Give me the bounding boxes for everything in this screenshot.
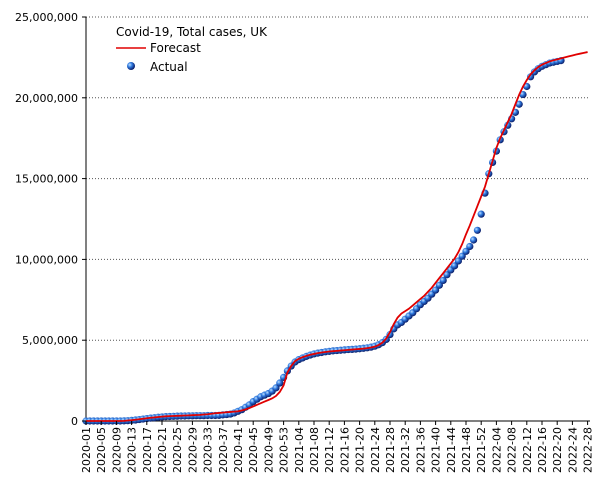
x-tick-label: 2020-53 [278,427,291,473]
legend-marker [127,62,135,70]
data-point [272,384,280,392]
data-point [515,100,523,108]
x-tick-label: 2021-32 [399,427,412,473]
x-tick-label: 2021-20 [354,427,367,473]
x-tick-label: 2021-04 [293,427,306,473]
legend-label: Actual [150,60,188,74]
legend-label: Forecast [150,41,201,55]
x-tick-label: 2021-52 [475,427,488,473]
x-tick-label: 2021-12 [323,427,336,473]
x-tick-label: 2021-28 [384,427,397,473]
data-point [432,286,440,294]
x-tick-label: 2022-16 [536,427,549,473]
x-tick-label: 2022-12 [521,427,534,473]
x-tick-label: 2020-09 [110,427,123,473]
data-point [443,271,451,279]
x-tick-label: 2020-45 [247,427,260,473]
x-tick-label: 2020-37 [217,427,230,473]
x-tick-label: 2020-13 [126,427,139,473]
data-point [435,281,443,289]
data-point [454,257,462,265]
data-point [470,236,478,244]
chart-title: Covid-19, Total cases, UK [116,25,268,39]
data-point [458,252,466,260]
data-point [466,242,474,251]
x-tick-label: 2022-08 [506,427,519,473]
x-tick-label: 2020-21 [156,427,169,473]
x-tick-label: 2021-40 [430,427,443,473]
x-tick-label: 2021-08 [308,427,321,473]
x-tick-label: 2020-33 [202,427,215,473]
x-tick-label: 2022-24 [566,427,579,473]
x-tick-label: 2020-41 [232,427,245,473]
data-point [477,210,485,218]
data-point [276,379,284,387]
y-tick-label: 20,000,000 [15,92,78,105]
x-tick-label: 2021-36 [414,427,427,473]
x-tick-label: 2022-20 [551,427,564,473]
y-tick-label: 15,000,000 [15,173,78,186]
x-tick-label: 2022-28 [582,427,595,473]
x-tick-label: 2021-24 [369,427,382,473]
x-tick-label: 2022-04 [490,427,503,473]
x-tick-label: 2021-44 [445,427,458,473]
x-tick-label: 2021-48 [460,427,473,473]
data-point [462,247,470,255]
y-tick-label: 10,000,000 [15,253,78,266]
y-tick-label: 5,000,000 [22,334,78,347]
grid [86,16,590,341]
x-tick-label: 2020-01 [80,427,93,473]
x-tick-label: 2020-29 [186,427,199,473]
data-point [519,90,527,99]
plot-area [82,51,588,425]
y-tick-label: 0 [71,415,78,428]
forecast-line [86,51,588,422]
x-tick-label: 2020-05 [95,427,108,473]
x-tick-label: 2020-25 [171,427,184,473]
data-point [439,276,447,285]
y-tick-label: 25,000,000 [15,11,78,24]
data-point [473,226,481,234]
data-point [451,262,459,270]
x-tick-label: 2021-16 [338,427,351,473]
legend: Covid-19, Total cases, UK Forecast Actua… [116,25,268,74]
x-tick-label: 2020-49 [262,427,275,473]
x-tick-label: 2020-17 [141,427,154,473]
